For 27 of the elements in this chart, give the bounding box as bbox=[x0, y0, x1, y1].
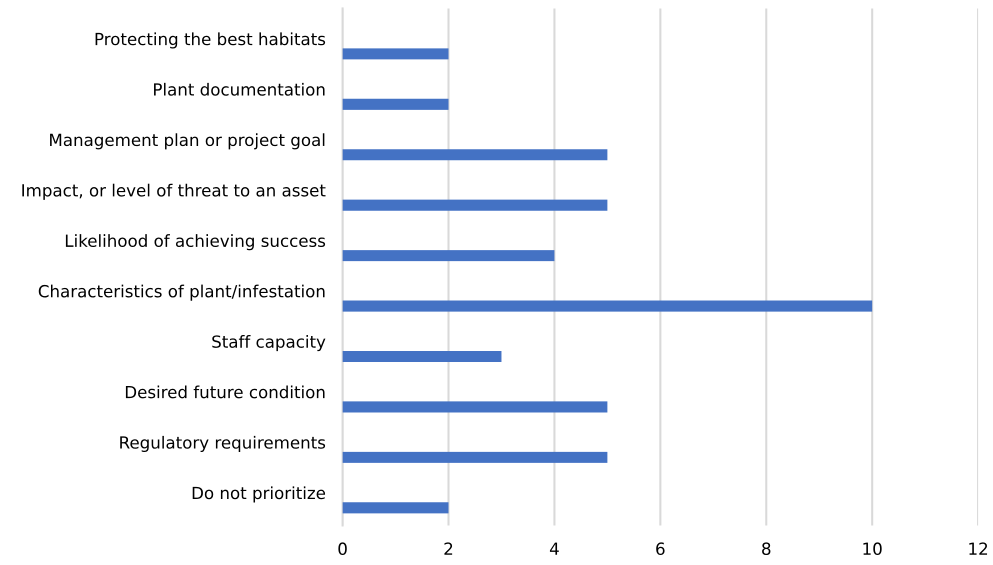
bar bbox=[342, 48, 449, 60]
y-tick-label: Management plan or project goal bbox=[50, 133, 324, 150]
x-tick-label: 0 bbox=[338, 542, 347, 556]
y-tick-label: Impact, or level of threat to an asset bbox=[22, 184, 326, 200]
x-tick-label: 2 bbox=[444, 542, 452, 555]
y-tick-label: Do not prioritize bbox=[192, 486, 326, 502]
bar bbox=[342, 350, 502, 362]
bar bbox=[342, 452, 608, 463]
y-tick-label: Regulatory requirements bbox=[120, 436, 326, 452]
bar bbox=[342, 300, 872, 312]
y-tick-label: Likelihood of achieving success bbox=[66, 234, 326, 250]
x-tick-label: 4 bbox=[550, 542, 559, 555]
bar bbox=[342, 401, 608, 412]
x-tick-label: 6 bbox=[656, 542, 665, 556]
y-tick-label: Plant documentation bbox=[154, 82, 325, 96]
bar bbox=[342, 250, 554, 262]
x-tick-label: 8 bbox=[762, 542, 770, 556]
bar bbox=[342, 98, 449, 110]
y-tick-label: Protecting the best habitats bbox=[96, 32, 326, 49]
bar bbox=[342, 200, 608, 211]
x-tick-label: 10 bbox=[863, 542, 882, 556]
x-tick-label: 12 bbox=[969, 542, 988, 555]
y-tick-label: Desired future condition bbox=[126, 385, 325, 398]
y-tick-label: Staff capacity bbox=[212, 335, 326, 352]
bar bbox=[342, 149, 608, 160]
bar bbox=[342, 502, 449, 514]
y-tick-label: Characteristics of plant/infestation bbox=[38, 284, 325, 301]
